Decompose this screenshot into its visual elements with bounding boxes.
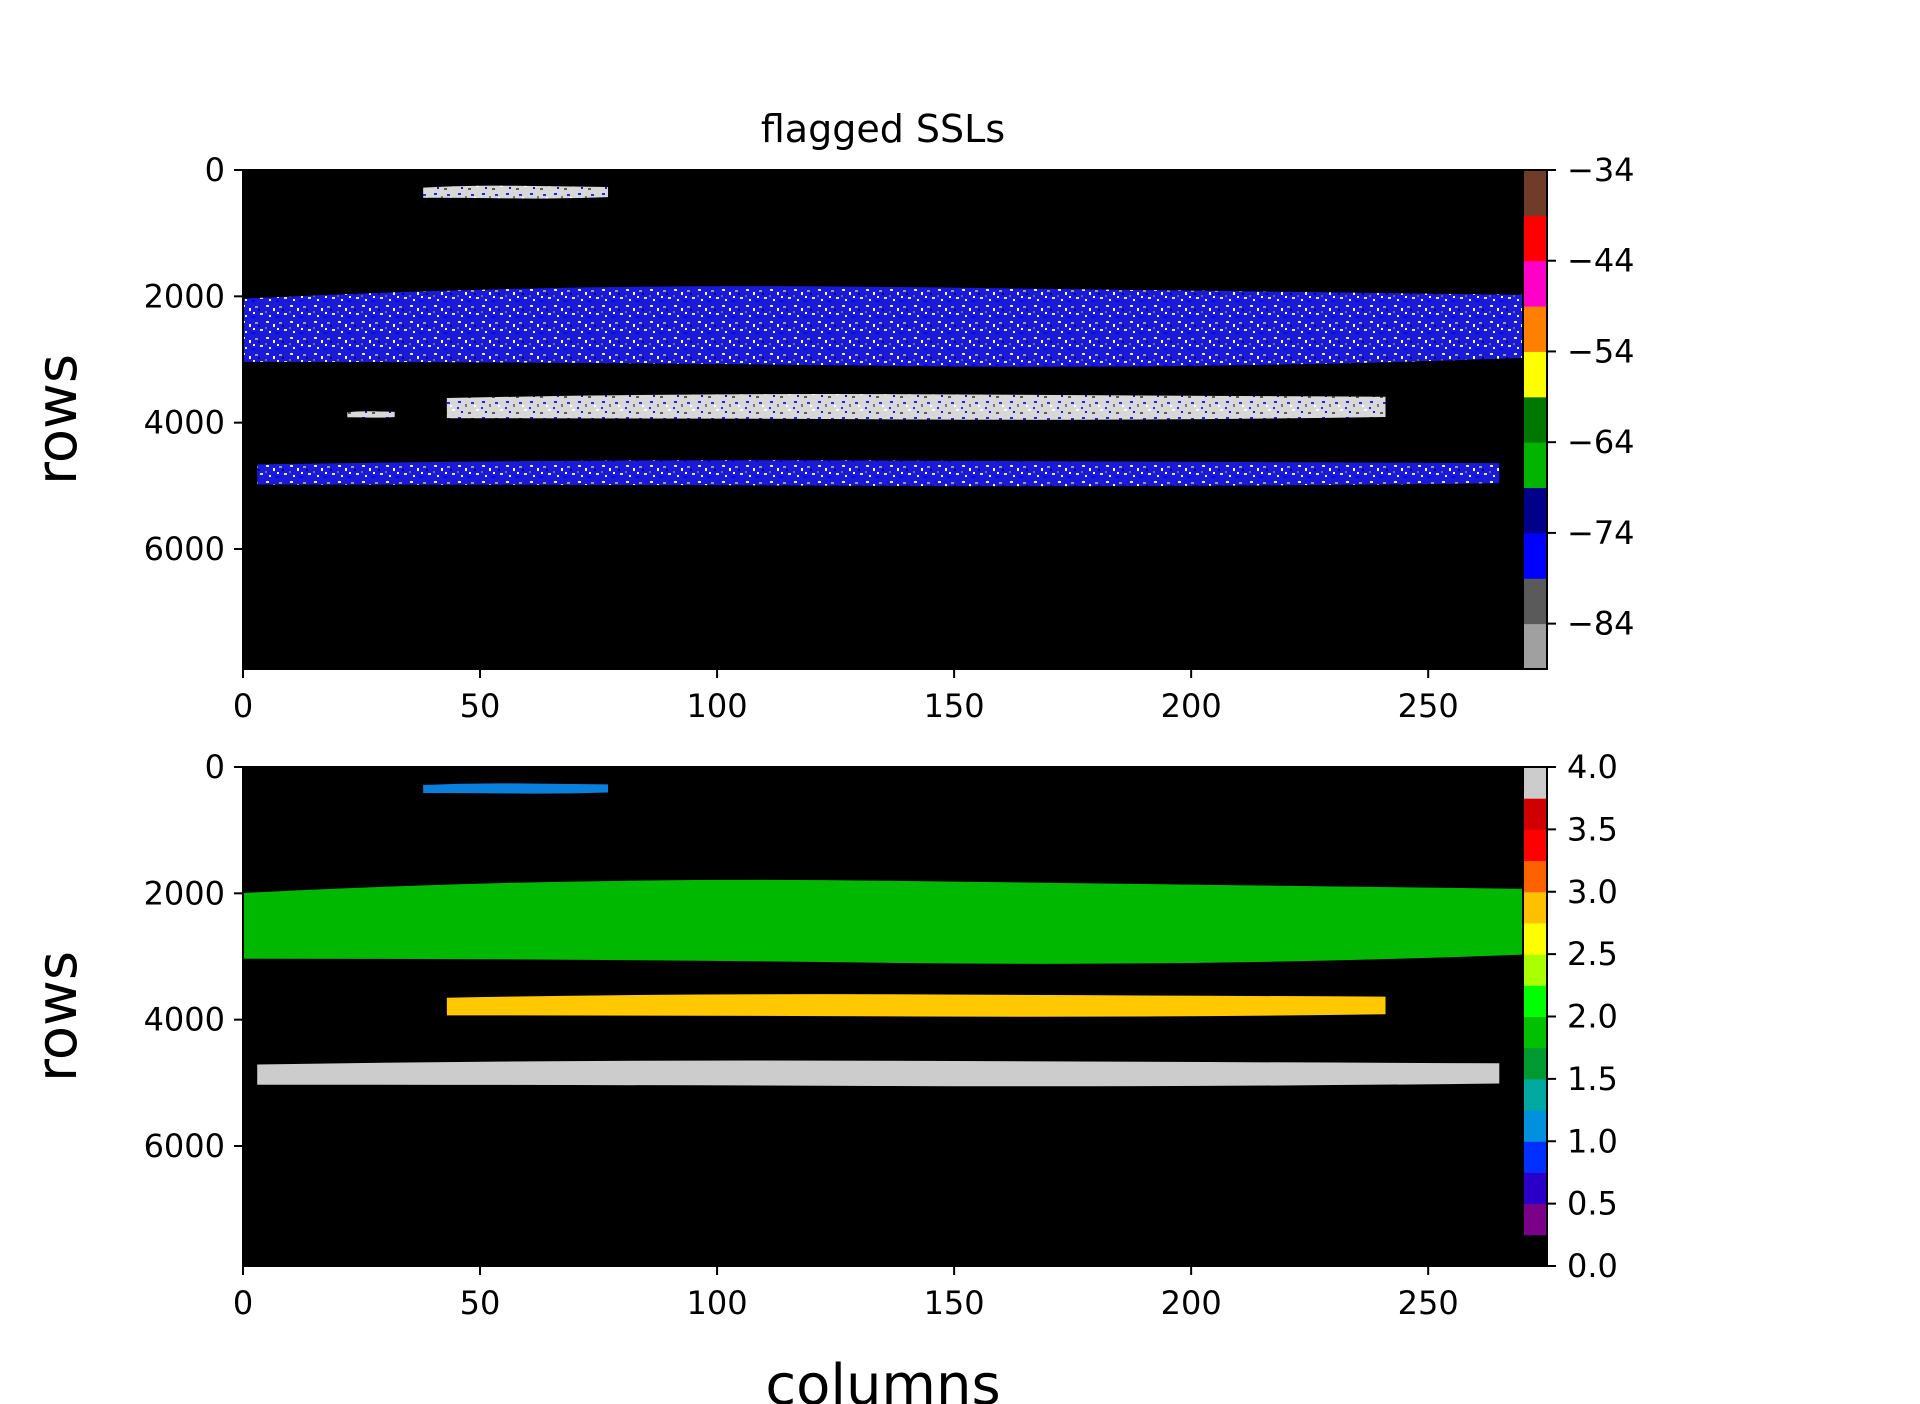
colorbar-tick-label: −64 [1567, 423, 1635, 461]
colorbar-segment [1523, 1110, 1547, 1142]
colorbar-tick-label: −44 [1567, 242, 1635, 280]
y-axis-label: rows [25, 354, 90, 485]
colorbar-segment [1523, 954, 1547, 986]
y-tick-label: 6000 [144, 1127, 225, 1165]
x-tick-label: 100 [687, 687, 748, 725]
y-tick-label: 4000 [144, 1001, 225, 1039]
y-axis-label: rows [25, 951, 90, 1082]
colorbar-segment [1523, 1141, 1547, 1173]
chart-panel-2: 0 50 100 150 200 250 0 2000 4000 6000 rows columns 4… [25, 748, 1618, 1404]
colorbar-segment [1523, 1078, 1547, 1111]
y-tick-label: 4000 [144, 404, 225, 442]
data-band [243, 879, 1523, 964]
x-tick-label: 250 [1398, 687, 1459, 725]
colorbar-segment [1523, 351, 1547, 398]
data-band [347, 411, 395, 418]
x-tick-label: 50 [460, 1284, 501, 1322]
colorbar-segment [1523, 532, 1547, 579]
colorbar-segment [1523, 829, 1547, 862]
colorbar-tick-label: 2.5 [1567, 935, 1618, 973]
colorbar-segment [1523, 170, 1547, 216]
colorbar-segment [1523, 442, 1547, 489]
x-tick-label: 0 [233, 687, 253, 725]
x-tick-label: 0 [233, 1284, 253, 1322]
data-band [257, 460, 1500, 487]
colorbar-segment [1523, 1047, 1547, 1080]
data-band [243, 286, 1523, 367]
colorbar-tick-label: 2.0 [1567, 998, 1618, 1036]
colorbar-tick-label: 0.5 [1567, 1185, 1618, 1223]
colorbar-segment [1523, 798, 1547, 830]
x-tick-label: 150 [924, 1284, 985, 1322]
colorbar-segment [1523, 260, 1547, 307]
data-band [446, 393, 1386, 420]
x-tick-label: 50 [460, 687, 501, 725]
y-tick-label: 0 [205, 151, 225, 189]
colorbar-frame [1522, 169, 1548, 670]
y-tick-label: 6000 [144, 530, 225, 568]
colorbar-tick-label: −54 [1567, 332, 1635, 370]
data-band [446, 994, 1386, 1017]
colorbar-segment [1523, 922, 1547, 955]
colorbar-tick-label: −84 [1567, 605, 1635, 643]
x-tick-label: 200 [1161, 1284, 1222, 1322]
data-band [257, 1060, 1500, 1087]
colorbar-segment [1523, 396, 1547, 443]
heatmap-background [243, 170, 1523, 669]
x-tick-label: 150 [924, 687, 985, 725]
colorbar-tick-label: −34 [1567, 151, 1635, 189]
chart-title: flagged SSLs [761, 107, 1005, 151]
data-band [423, 783, 609, 794]
y-tick-label: 0 [205, 748, 225, 786]
data-band [423, 185, 609, 199]
colorbar-segment [1523, 1172, 1547, 1205]
colorbar-segment [1523, 215, 1547, 262]
colorbar-segment [1523, 860, 1547, 893]
colorbar-tick-label: 0.0 [1567, 1247, 1618, 1285]
x-tick-label: 200 [1161, 687, 1222, 725]
colorbar-segment [1523, 1203, 1547, 1236]
x-axis-label: columns [765, 1353, 1000, 1404]
colorbar-segment [1523, 891, 1547, 924]
y-tick-label: 2000 [144, 277, 225, 315]
colorbar-segment [1523, 487, 1547, 534]
colorbar-segment [1523, 623, 1547, 670]
colorbar-segment [1523, 578, 1547, 625]
colorbar-tick-label: 1.0 [1567, 1122, 1618, 1160]
colorbar-segment [1523, 1016, 1547, 1049]
colorbar-tick-label: 4.0 [1567, 748, 1618, 786]
colorbar-tick-label: 1.5 [1567, 1060, 1618, 1098]
y-tick-label: 2000 [144, 874, 225, 912]
x-tick-label: 100 [687, 1284, 748, 1322]
x-tick-label: 250 [1398, 1284, 1459, 1322]
colorbar-segment [1523, 1234, 1547, 1267]
colorbar-segment [1523, 767, 1547, 799]
colorbar-segment [1523, 306, 1547, 352]
heatmap-background [243, 767, 1523, 1266]
colorbar-tick-label: 3.0 [1567, 873, 1618, 911]
colorbar-tick-label: 3.5 [1567, 810, 1618, 848]
colorbar-tick-label: −74 [1567, 514, 1635, 552]
chart-panel-1: 0 50 100 150 200 250 0 2000 4000 6000 flagged SSLs… [25, 107, 1635, 725]
colorbar-segment [1523, 985, 1547, 1017]
